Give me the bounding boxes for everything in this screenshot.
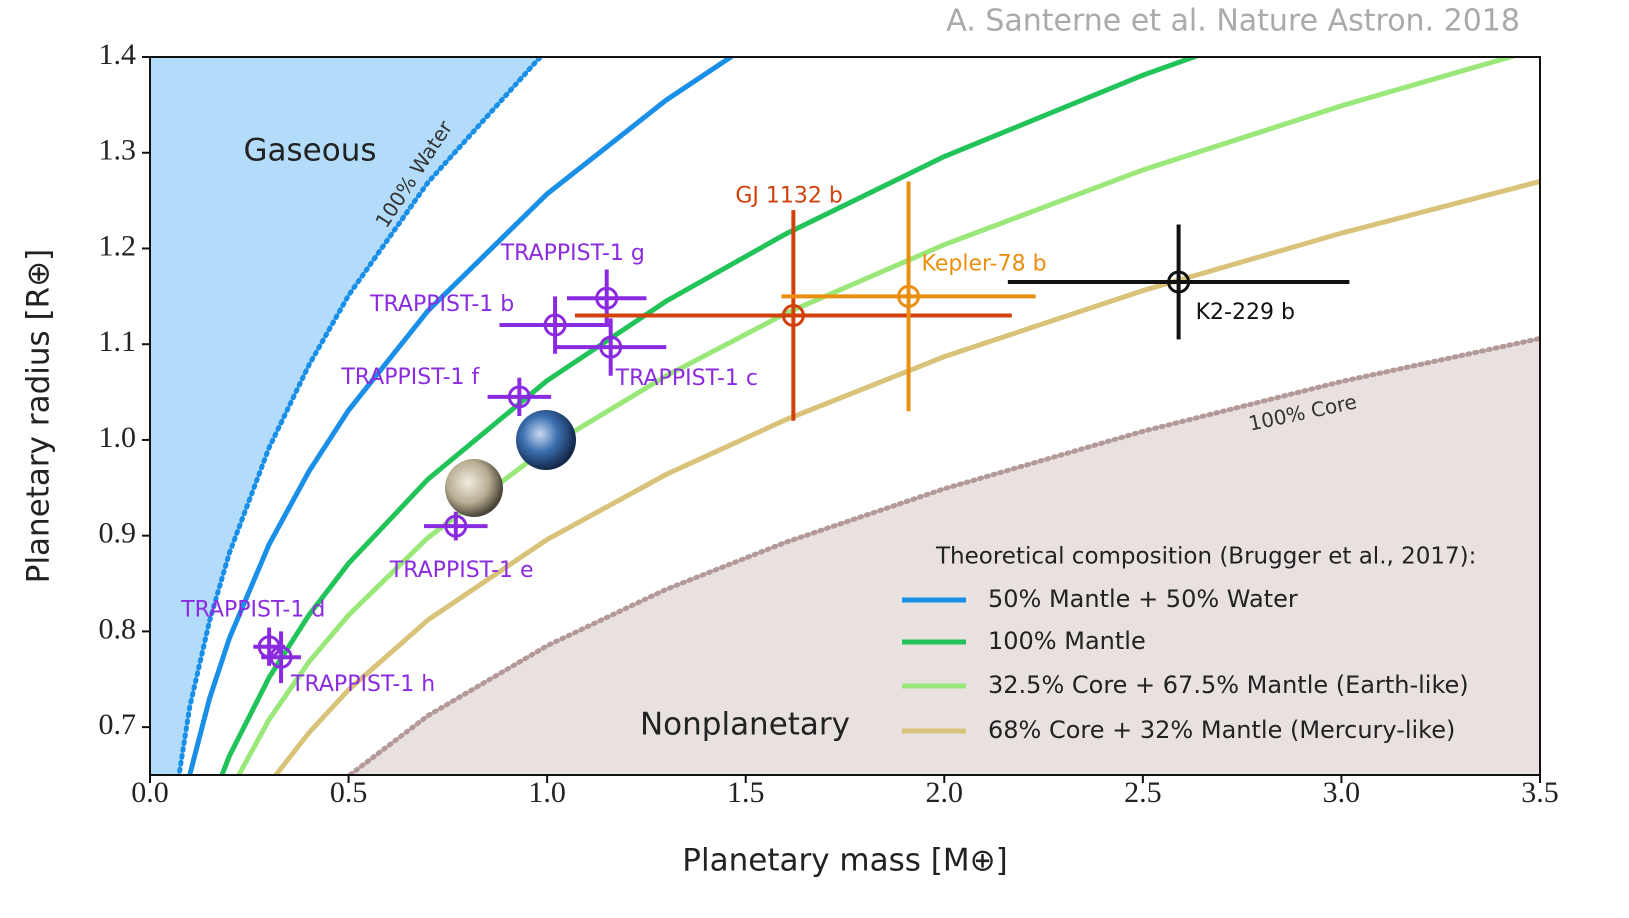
planet-label: TRAPPIST-1 d bbox=[180, 598, 325, 623]
planet-label: TRAPPIST-1 g bbox=[500, 241, 645, 266]
planet-label: TRAPPIST-1 c bbox=[615, 366, 758, 391]
planet-label: TRAPPIST-1 e bbox=[389, 558, 534, 583]
x-tick-label: 3.0 bbox=[1323, 776, 1361, 809]
legend-label: 100% Mantle bbox=[988, 627, 1146, 655]
y-tick-label: 0.8 bbox=[99, 612, 137, 645]
legend-label: 50% Mantle + 50% Water bbox=[988, 585, 1298, 613]
region-label: Nonplanetary bbox=[640, 707, 850, 743]
planet-label: TRAPPIST-1 h bbox=[290, 672, 435, 697]
chart: TRAPPIST-1 b TRAPPIST-1 c TRAPPIST-1 d TRAP… bbox=[0, 0, 1629, 918]
x-tick-label: 3.5 bbox=[1521, 776, 1559, 809]
x-tick-label: 2.5 bbox=[1124, 776, 1162, 809]
y-axis-label: Planetary radius [R⊕] bbox=[21, 249, 57, 584]
planet-label: Kepler-78 b bbox=[922, 251, 1047, 276]
x-tick-label: 2.0 bbox=[926, 776, 964, 809]
y-tick-label: 1.4 bbox=[99, 38, 137, 71]
x-axis-label: Planetary mass [M⊕] bbox=[682, 843, 1007, 879]
y-tick-label: 0.9 bbox=[99, 517, 137, 550]
planet-label: TRAPPIST-1 f bbox=[340, 365, 480, 390]
x-tick-label: 1.5 bbox=[727, 776, 765, 809]
y-tick-label: 0.7 bbox=[99, 708, 137, 741]
y-tick-label: 1.1 bbox=[99, 325, 137, 358]
credit: A. Santerne et al. Nature Astron. 2018 bbox=[946, 4, 1520, 39]
legend-title: Theoretical composition (Brugger et al.,… bbox=[935, 544, 1476, 570]
legend-label: 32.5% Core + 67.5% Mantle (Earth-like) bbox=[988, 671, 1469, 699]
y-tick-label: 1.3 bbox=[99, 134, 137, 167]
legend-label: 68% Core + 32% Mantle (Mercury-like) bbox=[988, 716, 1455, 744]
y-tick-label: 1.0 bbox=[99, 421, 137, 454]
x-tick-label: 0.5 bbox=[330, 776, 368, 809]
region-label: Gaseous bbox=[243, 133, 376, 169]
y-tick-label: 1.2 bbox=[99, 229, 137, 262]
x-tick-label: 1.0 bbox=[528, 776, 566, 809]
planet-label: GJ 1132 b bbox=[735, 183, 842, 208]
planet-label: K2-229 b bbox=[1196, 300, 1295, 325]
planet-label: TRAPPIST-1 b bbox=[369, 292, 514, 317]
earth-image bbox=[516, 410, 576, 470]
x-tick-label: 0.0 bbox=[131, 776, 169, 809]
venus-image bbox=[445, 459, 503, 517]
